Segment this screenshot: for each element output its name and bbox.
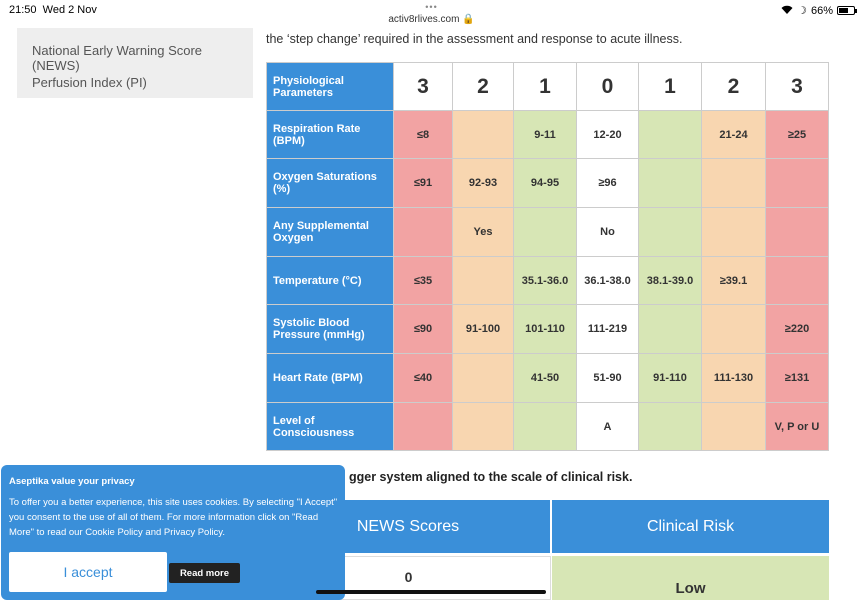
- sidebar-item-news[interactable]: National Early Warning Score (NEWS): [32, 43, 203, 73]
- table-cell: [638, 158, 702, 208]
- table-cell: 21-24: [701, 110, 766, 159]
- table-cell: [638, 207, 702, 257]
- table-row: Level of Consciousness A V, P or U: [266, 402, 829, 451]
- score-header-cell: 3: [393, 62, 453, 111]
- lock-icon: 🔒: [462, 14, 475, 25]
- score-header-cell: 1: [638, 62, 702, 111]
- clinical-risk-header: Clinical Risk: [552, 500, 829, 553]
- table-row: Respiration Rate (BPM) ≤8 9-11 12-20 21-24 ≥2…: [266, 110, 829, 159]
- header-label: Physiological Parameters: [266, 62, 394, 111]
- table-cell: [701, 158, 766, 208]
- table-cell: 101-110: [513, 304, 577, 354]
- table-cell: ≤35: [393, 256, 453, 305]
- parameter-label: Level of Consciousness: [266, 402, 394, 451]
- table-cell: [701, 207, 766, 257]
- score-header-cell: 0: [576, 62, 639, 111]
- read-more-button[interactable]: Read more: [169, 563, 240, 583]
- table-cell: ≤40: [393, 353, 453, 403]
- parameter-label: Any Supplemental Oxygen: [266, 207, 394, 257]
- parameter-label: Oxygen Saturations (%): [266, 158, 394, 208]
- table-cell: [638, 402, 702, 451]
- table-cell: 12-20: [576, 110, 639, 159]
- table-cell: 36.1-38.0: [576, 256, 639, 305]
- news-score-table: Physiological Parameters 3 2 1 0 1 2 3 Respirati…: [266, 62, 829, 451]
- intro-text: the ‘step change’ required in the assess…: [266, 32, 683, 46]
- table-row: Oxygen Saturations (%) ≤91 92-93 94-95 ≥96: [266, 158, 829, 208]
- table-cell: [393, 402, 453, 451]
- wifi-icon: [781, 5, 793, 17]
- table-cell: ≥25: [765, 110, 829, 159]
- table-cell: 9-11: [513, 110, 577, 159]
- table-cell: [701, 402, 766, 451]
- accept-cookies-button[interactable]: I accept: [9, 552, 167, 592]
- parameter-label: Heart Rate (BPM): [266, 353, 394, 403]
- table-row: Heart Rate (BPM) ≤40 41-50 51-90 91-110 111-1…: [266, 353, 829, 403]
- cookie-banner: Aseptika value your privacy To offer you…: [1, 465, 345, 600]
- table-cell: [638, 304, 702, 354]
- table-cell: 111-130: [701, 353, 766, 403]
- table-row: Any Supplemental Oxygen Yes No: [266, 207, 829, 257]
- table-cell: [452, 402, 514, 451]
- table-cell: [513, 207, 577, 257]
- battery-percent: 66%: [810, 4, 833, 17]
- table-cell: V, P or U: [765, 402, 829, 451]
- parameter-label: Systolic Blood Pressure (mmHg): [266, 304, 394, 354]
- table-cell: ≥131: [765, 353, 829, 403]
- home-indicator[interactable]: [316, 590, 546, 594]
- parameter-label: Respiration Rate (BPM): [266, 110, 394, 159]
- multitasking-dots-icon[interactable]: •••: [425, 2, 438, 12]
- status-right: ☽ 66%: [781, 4, 857, 17]
- table-cell: 111-219: [576, 304, 639, 354]
- url-bar[interactable]: activ8rlives.com 🔒: [0, 14, 863, 25]
- score-header-cell: 2: [452, 62, 514, 111]
- table-cell: 91-110: [638, 353, 702, 403]
- table-cell: A: [576, 402, 639, 451]
- sidebar-item-perfusion-index[interactable]: Perfusion Index (PI): [32, 75, 147, 90]
- status-time: 21:50 Wed 2 Nov: [9, 4, 97, 16]
- table-cell: [701, 304, 766, 354]
- moon-icon: ☽: [797, 5, 807, 17]
- table-cell: [765, 158, 829, 208]
- table-cell: [765, 256, 829, 305]
- table-cell: ≤8: [393, 110, 453, 159]
- table-cell: 51-90: [576, 353, 639, 403]
- sidebar: National Early Warning Score (NEWS) Perf…: [17, 28, 253, 98]
- table-cell: Yes: [452, 207, 514, 257]
- trigger-system-heading: gger system aligned to the scale of clin…: [349, 470, 633, 484]
- table-cell: 94-95: [513, 158, 577, 208]
- table-cell: [393, 207, 453, 257]
- table-cell: [452, 353, 514, 403]
- url-text: activ8rlives.com: [388, 14, 460, 25]
- table-cell: [452, 256, 514, 305]
- score-header-cell: 3: [765, 62, 829, 111]
- score-header-cell: 1: [513, 62, 577, 111]
- table-cell: 35.1-36.0: [513, 256, 577, 305]
- table-row: Systolic Blood Pressure (mmHg) ≤90 91-100 1…: [266, 304, 829, 354]
- clinical-risk-cell: Low: [552, 556, 829, 600]
- table-cell: [765, 207, 829, 257]
- table-cell: 38.1-39.0: [638, 256, 702, 305]
- table-header-row: Physiological Parameters 3 2 1 0 1 2 3: [266, 62, 829, 111]
- battery-icon: [837, 6, 857, 15]
- table-cell: [638, 110, 702, 159]
- table-cell: ≥39.1: [701, 256, 766, 305]
- table-cell: No: [576, 207, 639, 257]
- table-cell: [452, 110, 514, 159]
- cookie-banner-title: Aseptika value your privacy: [9, 476, 135, 487]
- table-row: Temperature (°C) ≤35 35.1-36.0 36.1-38.0 38.…: [266, 256, 829, 305]
- table-cell: 91-100: [452, 304, 514, 354]
- status-bar: 21:50 Wed 2 Nov ••• activ8rlives.com 🔒 ☽…: [0, 0, 863, 28]
- table-cell: [513, 402, 577, 451]
- parameter-label: Temperature (°C): [266, 256, 394, 305]
- table-cell: 41-50: [513, 353, 577, 403]
- table-cell: ≤91: [393, 158, 453, 208]
- table-cell: ≥220: [765, 304, 829, 354]
- table-cell: ≤90: [393, 304, 453, 354]
- table-cell: 92-93: [452, 158, 514, 208]
- table-cell: ≥96: [576, 158, 639, 208]
- cookie-banner-text: To offer you a better experience, this s…: [9, 497, 338, 538]
- score-header-cell: 2: [701, 62, 766, 111]
